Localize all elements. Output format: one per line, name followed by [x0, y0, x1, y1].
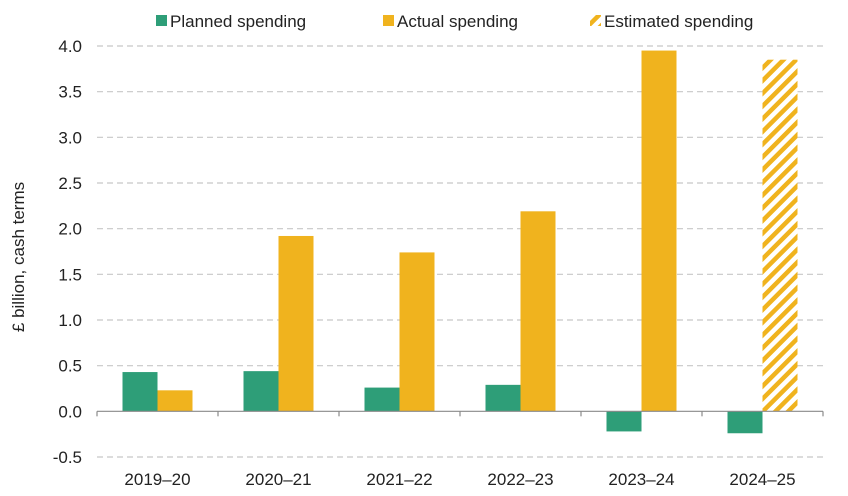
- bar-actual-spending: [278, 235, 314, 412]
- y-axis-title: £ billion, cash terms: [9, 182, 28, 332]
- bar-planned-spending: [364, 387, 400, 412]
- y-tick-label: -0.5: [53, 448, 82, 467]
- bar-actual-spending: [641, 50, 677, 412]
- x-tick-label: 2019–20: [124, 470, 190, 489]
- bar-planned-spending: [122, 372, 158, 412]
- y-tick-label: 0.0: [58, 402, 82, 421]
- legend-label-actual: Actual spending: [397, 12, 518, 31]
- y-tick-label: 3.5: [58, 83, 82, 102]
- bar-actual-spending: [399, 252, 435, 412]
- x-axis: 2019–20 2020–21 2021–22 2022–23 2023–24 2024–…: [96, 410, 824, 489]
- x-tick-label: 2023–24: [608, 470, 674, 489]
- legend-label-estimated: Estimated spending: [604, 12, 753, 31]
- bar-actual-spending: [157, 390, 193, 412]
- legend-swatch-estimated: [590, 15, 601, 26]
- legend-swatch-planned: [156, 15, 167, 26]
- legend-swatch-actual: [383, 15, 394, 26]
- x-tick-label: 2024–25: [729, 470, 795, 489]
- y-tick-label: 1.5: [58, 265, 82, 284]
- gridlines: [97, 45, 823, 458]
- legend-label-planned: Planned spending: [170, 12, 306, 31]
- y-tick-label: 0.5: [58, 357, 82, 376]
- bar-actual-spending: [520, 211, 556, 412]
- y-tick-label: 2.0: [58, 220, 82, 239]
- x-tick-label: 2020–21: [245, 470, 311, 489]
- bar-planned-spending: [243, 371, 279, 412]
- y-tick-label: 1.0: [58, 311, 82, 330]
- y-tick-label: 3.0: [58, 128, 82, 147]
- x-tick-label: 2022–23: [487, 470, 553, 489]
- y-tick-label: 2.5: [58, 174, 82, 193]
- y-tick-label: 4.0: [58, 37, 82, 56]
- bar-estimated-spending: [762, 59, 798, 412]
- y-axis-ticks: 4.0 3.5 3.0 2.5 2.0 1.5 1.0 0.5 0.0 -0.5: [53, 37, 82, 467]
- bar-planned-spending: [485, 384, 521, 412]
- legend: Planned spending Actual spending Estimat…: [156, 12, 753, 31]
- bars: [122, 50, 798, 434]
- bar-planned-spending: [606, 411, 642, 432]
- x-tick-label: 2021–22: [366, 470, 432, 489]
- bar-planned-spending: [727, 411, 763, 434]
